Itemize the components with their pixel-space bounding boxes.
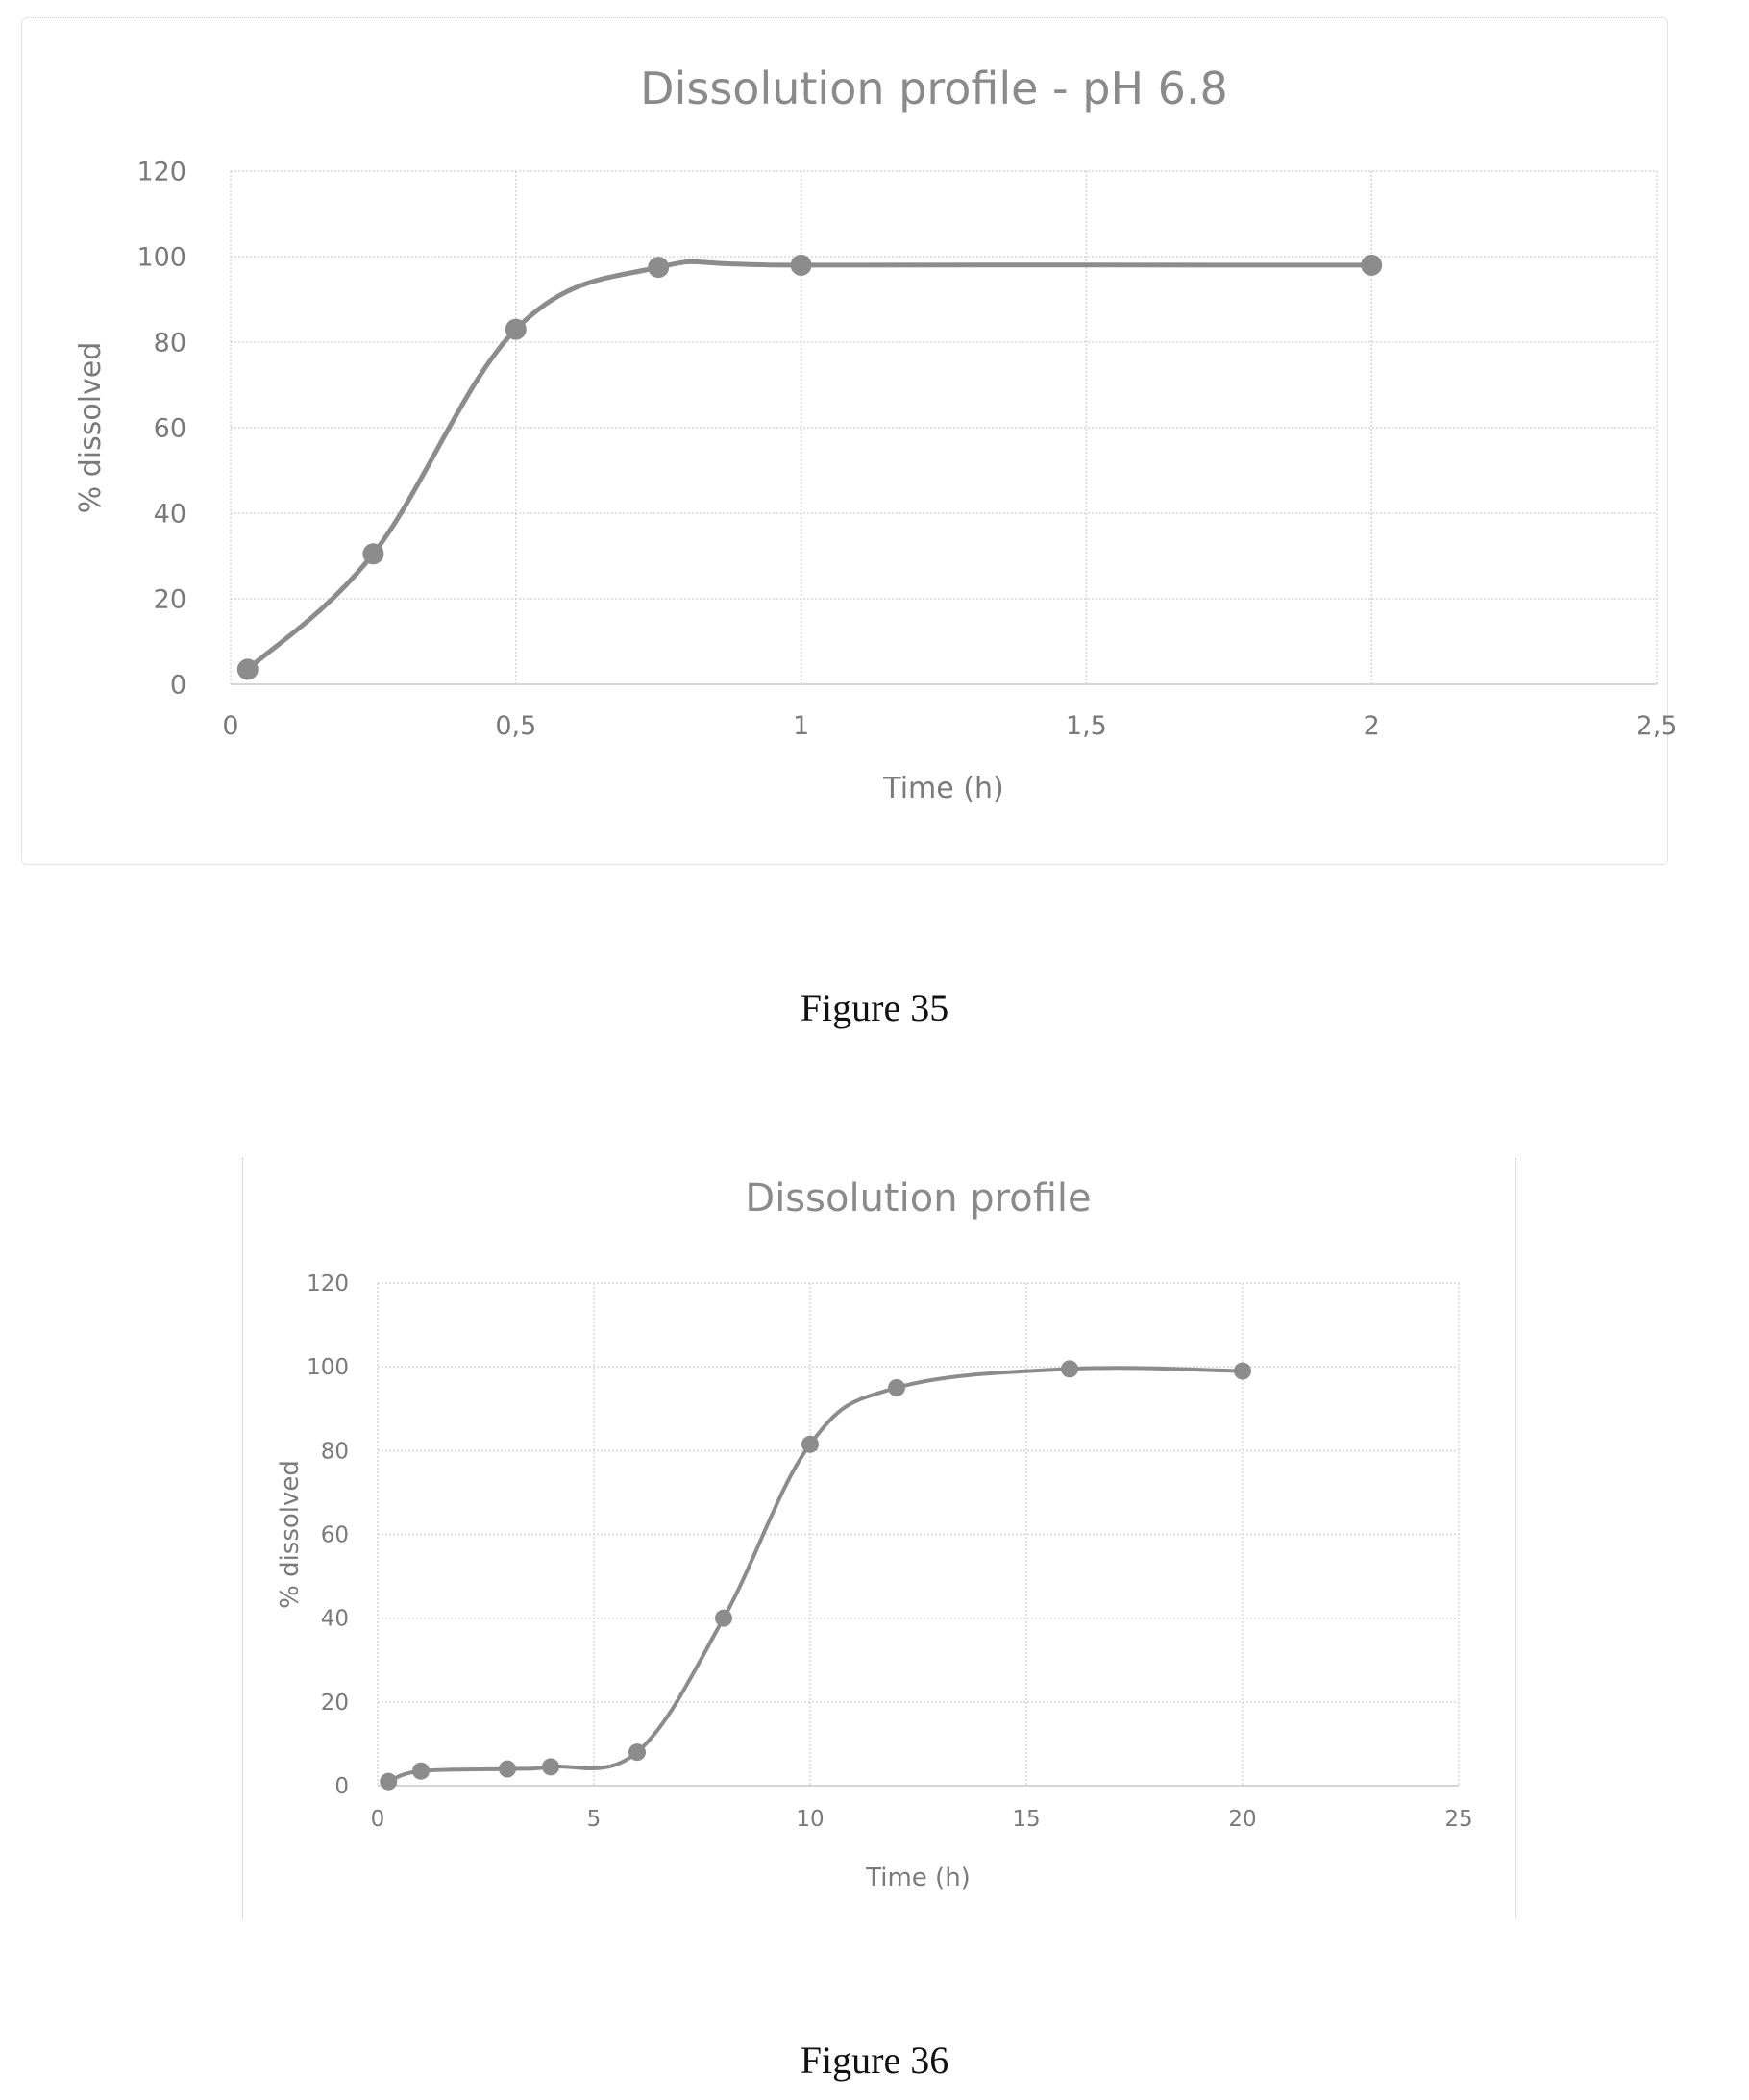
chart-36-series-line — [387, 1366, 1244, 1784]
chart-36-data-point — [380, 1772, 398, 1791]
chart-35-data-point — [362, 543, 384, 565]
figure-35-caption: Figure 35 — [800, 986, 949, 1029]
chart-35-data-point — [1361, 254, 1383, 276]
chart-35: Dissolution profile - pH 6.8020406080100… — [74, 62, 1678, 805]
chart-36-data-point — [499, 1760, 516, 1778]
chart-36-x-tick-label: 0 — [371, 1807, 385, 1832]
chart-36-right-border — [1515, 1158, 1516, 1917]
chart-35-y-tick-label: 20 — [154, 584, 186, 614]
chart-35-data-point — [648, 257, 670, 279]
chart-36-x-tick-label: 25 — [1444, 1807, 1472, 1832]
chart-36-x-tick-label: 5 — [587, 1807, 602, 1832]
chart-36-y-tick-label: 0 — [334, 1774, 349, 1799]
chart-35-y-tick-label: 80 — [154, 328, 186, 358]
chart-36-y-tick-label: 120 — [307, 1272, 349, 1297]
chart-35-x-tick-label: 0 — [222, 711, 238, 741]
chart-35-series-line — [246, 259, 1372, 672]
chart-35-y-tick-label: 60 — [154, 413, 186, 443]
figure-36-caption: Figure 36 — [800, 2038, 949, 2082]
chart-35-title: Dissolution profile - pH 6.8 — [640, 62, 1228, 114]
chart-35-x-tick-label: 1 — [793, 711, 809, 741]
chart-36-x-tick-label: 15 — [1012, 1807, 1040, 1832]
chart-35-y-axis-label: % dissolved — [74, 342, 108, 514]
chart-35-data-point — [505, 318, 527, 340]
chart-36-x-tick-label: 10 — [796, 1807, 824, 1832]
chart-36-y-tick-label: 60 — [321, 1523, 349, 1548]
chart-36-y-tick-label: 20 — [321, 1691, 349, 1716]
chart-36-y-tick-label: 40 — [321, 1607, 349, 1632]
chart-36-data-point — [412, 1762, 430, 1780]
chart-35-x-tick-label: 1,5 — [1066, 711, 1107, 741]
chart-36-y-axis-label: % dissolved — [276, 1460, 305, 1609]
chart-35-y-tick-label: 0 — [170, 670, 186, 700]
chart-35-x-tick-label: 0,5 — [495, 711, 536, 741]
chart-36-data-point — [1234, 1362, 1251, 1380]
chart-36-y-tick-label: 80 — [321, 1439, 349, 1464]
chart-36-data-point — [801, 1435, 819, 1453]
chart-36-y-tick-label: 100 — [307, 1355, 349, 1380]
chart-35-x-tick-label: 2,5 — [1637, 711, 1678, 741]
chart-35-y-tick-label: 120 — [136, 157, 186, 186]
chart-35-y-tick-label: 40 — [154, 499, 186, 529]
chart-35-data-point — [236, 658, 259, 680]
chart-36: Dissolution profile 0 20 40 60 80 100 120 0 5 10 15… — [276, 1176, 1473, 1892]
chart-36-data-point — [715, 1609, 732, 1627]
chart-36-data-point — [542, 1758, 559, 1776]
chart-36-data-point — [1061, 1360, 1078, 1378]
chart-35-data-point — [790, 254, 812, 276]
chart-36-x-tick-label: 20 — [1228, 1807, 1256, 1832]
chart-36-x-axis-label: Time (h) — [865, 1864, 971, 1892]
chart-36-data-point — [888, 1378, 905, 1396]
chart-36-left-border — [242, 1158, 243, 1917]
chart-36-title: Dissolution profile — [745, 1176, 1091, 1221]
chart-35-x-axis-label: Time (h) — [882, 772, 1003, 805]
chart-35-x-tick-label: 2 — [1364, 711, 1380, 741]
chart-36-data-point — [628, 1743, 646, 1762]
chart-35-frame — [21, 17, 1668, 865]
chart-35-y-tick-label: 100 — [136, 242, 186, 272]
